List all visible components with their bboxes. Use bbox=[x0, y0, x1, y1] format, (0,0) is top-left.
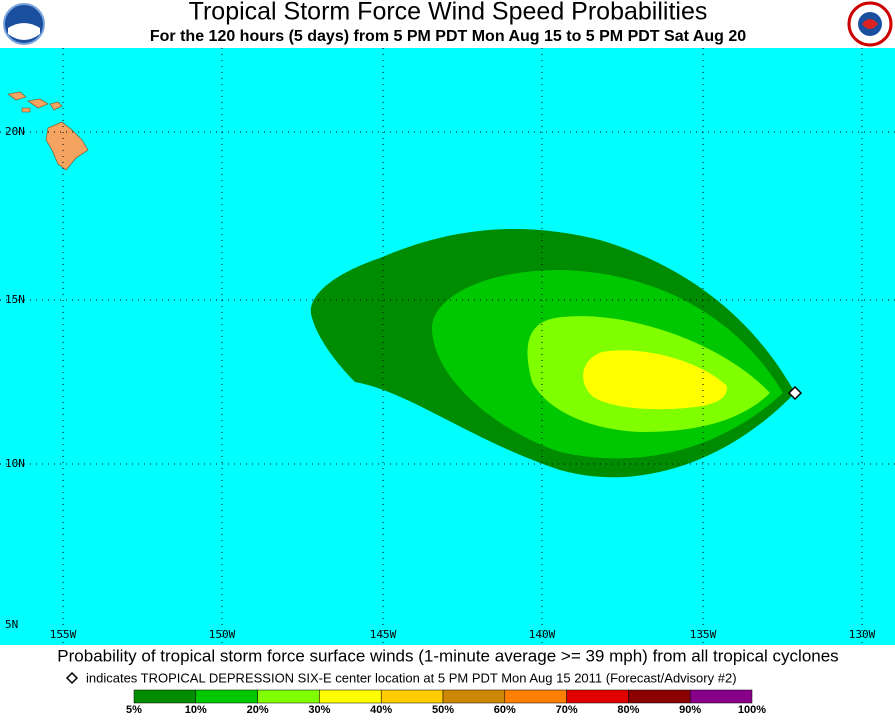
legend-label: 50% bbox=[432, 704, 454, 716]
lon-label: 130W bbox=[849, 628, 876, 641]
legend-label: 60% bbox=[494, 704, 516, 716]
legend-swatch bbox=[504, 689, 567, 704]
noaa-logo bbox=[3, 3, 45, 45]
lat-label: 15N bbox=[5, 293, 25, 306]
contour-30 bbox=[583, 350, 727, 410]
legend-label: 90% bbox=[679, 704, 701, 716]
legend-swatch bbox=[133, 689, 197, 704]
legend-swatch bbox=[442, 689, 506, 704]
legend-swatch bbox=[628, 689, 691, 704]
hawaii bbox=[7, 91, 89, 171]
legend-label: 30% bbox=[308, 704, 330, 716]
lon-label: 145W bbox=[370, 628, 397, 641]
subtitle: For the 120 hours (5 days) from 5 PM PDT… bbox=[150, 28, 746, 45]
marker-key bbox=[65, 671, 79, 685]
legend-label: 100% bbox=[738, 704, 766, 716]
lon-label: 135W bbox=[690, 628, 717, 641]
legend-swatch bbox=[319, 689, 382, 704]
lon-label: 155W bbox=[50, 628, 77, 641]
lat-label: 20N bbox=[5, 125, 25, 138]
map: 20N 15N 10N 5N 155W 150W 145W 140W 135W … bbox=[0, 48, 895, 645]
lat-label: 5N bbox=[5, 618, 18, 631]
legend-label: 5% bbox=[126, 704, 142, 716]
legend-label: 80% bbox=[617, 704, 639, 716]
legend-label: 70% bbox=[556, 704, 578, 716]
legend-swatch bbox=[257, 689, 320, 704]
legend-label: 40% bbox=[370, 704, 392, 716]
marker-note: indicates TROPICAL DEPRESSION SIX-E cent… bbox=[86, 670, 737, 685]
legend-swatch bbox=[689, 689, 753, 704]
lat-label: 10N bbox=[5, 457, 25, 470]
legend-swatch bbox=[380, 689, 444, 704]
nws-logo bbox=[847, 1, 893, 47]
storm-marker bbox=[787, 385, 803, 401]
legend-swatch bbox=[195, 689, 258, 704]
lon-label: 140W bbox=[529, 628, 556, 641]
legend-swatch bbox=[566, 689, 629, 704]
legend-label: 10% bbox=[185, 704, 207, 716]
legend-label: 20% bbox=[247, 704, 269, 716]
legend: 5% 10% 20% 30% 40% 50% 60% 70% 80% 90% 100% bbox=[126, 689, 766, 716]
lon-label: 150W bbox=[209, 628, 236, 641]
caption: Probability of tropical storm force surf… bbox=[57, 646, 838, 665]
title: Tropical Storm Force Wind Speed Probabil… bbox=[189, 0, 708, 26]
